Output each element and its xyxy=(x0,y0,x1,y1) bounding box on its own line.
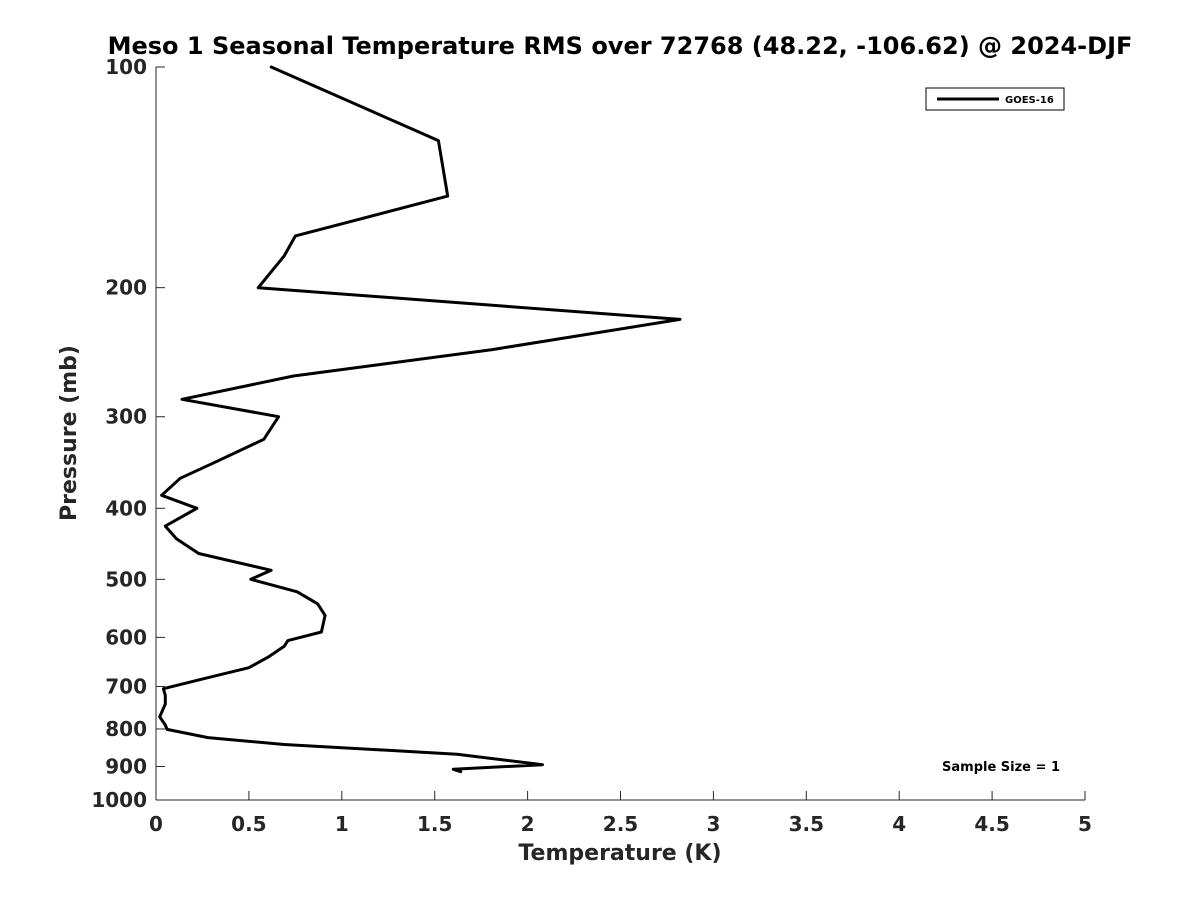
x-tick-label: 4 xyxy=(892,812,906,836)
y-tick-label: 700 xyxy=(105,674,147,698)
x-tick-label: 4.5 xyxy=(974,812,1009,836)
series-layer xyxy=(158,65,682,774)
legend: GOES-16 xyxy=(925,87,1065,111)
y-tick-label: 1000 xyxy=(91,788,147,812)
y-tick-label: 200 xyxy=(105,276,147,300)
y-tick-label: 400 xyxy=(105,496,147,520)
x-tick-label: 3.5 xyxy=(789,812,824,836)
x-tick-label: 0.5 xyxy=(231,812,266,836)
x-tick-label: 5 xyxy=(1078,812,1092,836)
y-axis-label: Pressure (mb) xyxy=(57,345,82,521)
x-tick-label: 0 xyxy=(149,812,163,836)
x-tick-label: 2 xyxy=(521,812,535,836)
legend-label: GOES-16 xyxy=(1005,95,1054,106)
sample-size-annotation: Sample Size = 1 xyxy=(942,760,1060,775)
y-tick-label: 900 xyxy=(105,754,147,778)
y-tick-label: 300 xyxy=(105,405,147,429)
series-line-goes-16 xyxy=(158,65,682,774)
y-tick-label: 800 xyxy=(105,717,147,741)
x-tick-label: 2.5 xyxy=(603,812,638,836)
x-axis-label: Temperature (K) xyxy=(518,841,721,866)
y-tick-label: 100 xyxy=(105,55,147,79)
y-tick-label: 600 xyxy=(105,625,147,649)
chart-title: Meso 1 Seasonal Temperature RMS over 727… xyxy=(108,32,1133,60)
axes: 0 0.5 1 1.5 2 2.5 3 3.5 4 4.5 5 100 200 300 400 500 600 7… xyxy=(91,55,1092,836)
x-tick-label: 1 xyxy=(335,812,349,836)
x-tick-label: 1.5 xyxy=(417,812,452,836)
y-tick-label: 500 xyxy=(105,567,147,591)
x-tick-label: 3 xyxy=(706,812,720,836)
